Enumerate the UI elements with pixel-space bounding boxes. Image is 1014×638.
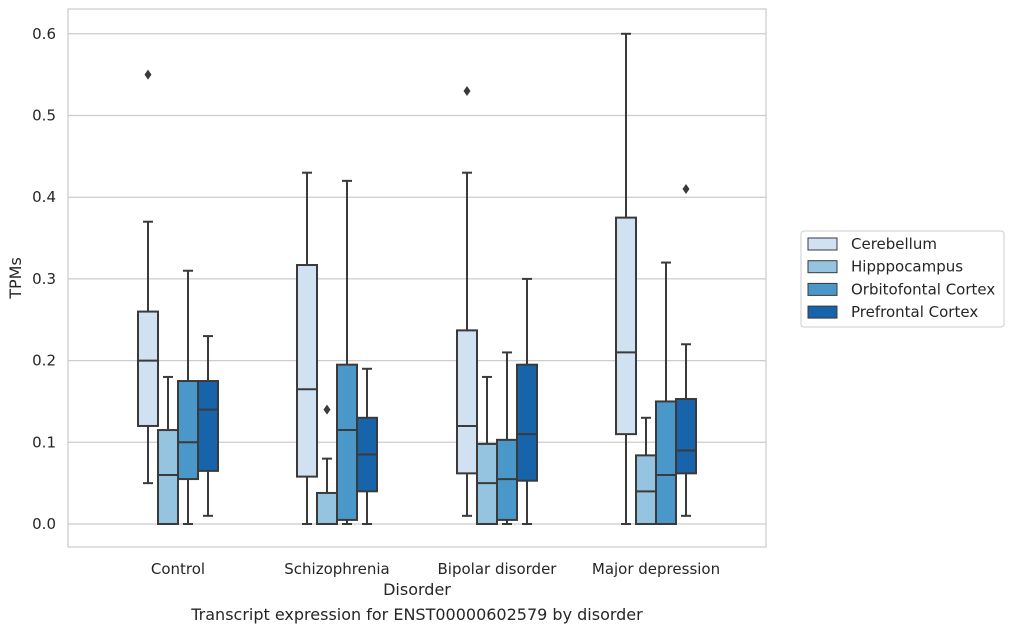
legend-swatch [807, 282, 838, 296]
box-group [675, 184, 697, 517]
y-tick-label: 0.0 [32, 515, 56, 533]
box-group [157, 375, 179, 526]
box-body [456, 329, 478, 475]
box-group [476, 375, 498, 525]
outlier-point [144, 69, 152, 80]
box-layer [137, 32, 697, 526]
y-tick-label: 0.1 [32, 433, 56, 451]
plot-frame [67, 8, 767, 548]
box-group [137, 69, 159, 485]
box-body [655, 400, 677, 526]
box-group [296, 171, 318, 525]
legend-label: Cerebellum [851, 235, 937, 253]
legend-label: Prefrontal Cortex [851, 303, 978, 321]
legend: Cerebellum Hipppocampus Orbitofontal Corte… [800, 230, 1005, 328]
box-group [516, 277, 538, 525]
y-tick-label: 0.5 [32, 107, 56, 125]
x-tick-label: Major depression [592, 560, 720, 578]
box-group [615, 32, 637, 525]
y-tick-label: 0.2 [32, 352, 56, 370]
box-group [336, 179, 358, 525]
box-body [157, 429, 179, 526]
y-tick-label: 0.3 [32, 270, 56, 288]
legend-swatch [807, 305, 838, 319]
outlier-point [323, 404, 331, 415]
box-group [197, 335, 219, 517]
box-body [296, 264, 318, 478]
box-group [456, 85, 478, 517]
y-axis-label: TPMs [6, 257, 25, 300]
legend-frame [800, 230, 1005, 328]
box-group [496, 351, 518, 525]
x-tick-labels: Control Schizophrenia Bipolar disorder Majo… [151, 560, 720, 578]
x-tick-label: Control [151, 560, 205, 578]
legend-label: Orbitofontal Cortex [851, 280, 995, 298]
box-group [635, 416, 657, 526]
box-group [356, 367, 378, 525]
box-body [635, 454, 657, 526]
legend-label: Hipppocampus [851, 258, 963, 276]
x-axis-label: Disorder [383, 580, 451, 599]
box-body [336, 363, 358, 521]
box-body [615, 216, 637, 436]
legend-swatch [807, 260, 838, 274]
outlier-point [682, 184, 690, 195]
y-tick-label: 0.4 [32, 188, 56, 206]
box-body [516, 363, 538, 482]
outlier-point [463, 85, 471, 96]
box-group [177, 269, 199, 525]
box-body [177, 380, 199, 481]
chart-caption: Transcript expression for ENST0000060257… [191, 605, 643, 624]
box-body [137, 310, 159, 427]
box-body [316, 491, 338, 526]
box-body [197, 380, 219, 472]
x-tick-label: Bipolar disorder [438, 560, 558, 578]
legend-swatch [807, 237, 838, 251]
y-tick-labels: 0.0 0.1 0.2 0.3 0.4 0.5 0.6 [32, 25, 56, 533]
box-group [316, 404, 338, 526]
x-tick-label: Schizophrenia [284, 560, 389, 578]
box-body [675, 397, 697, 475]
box-group [655, 261, 677, 526]
y-tick-label: 0.6 [32, 25, 56, 43]
